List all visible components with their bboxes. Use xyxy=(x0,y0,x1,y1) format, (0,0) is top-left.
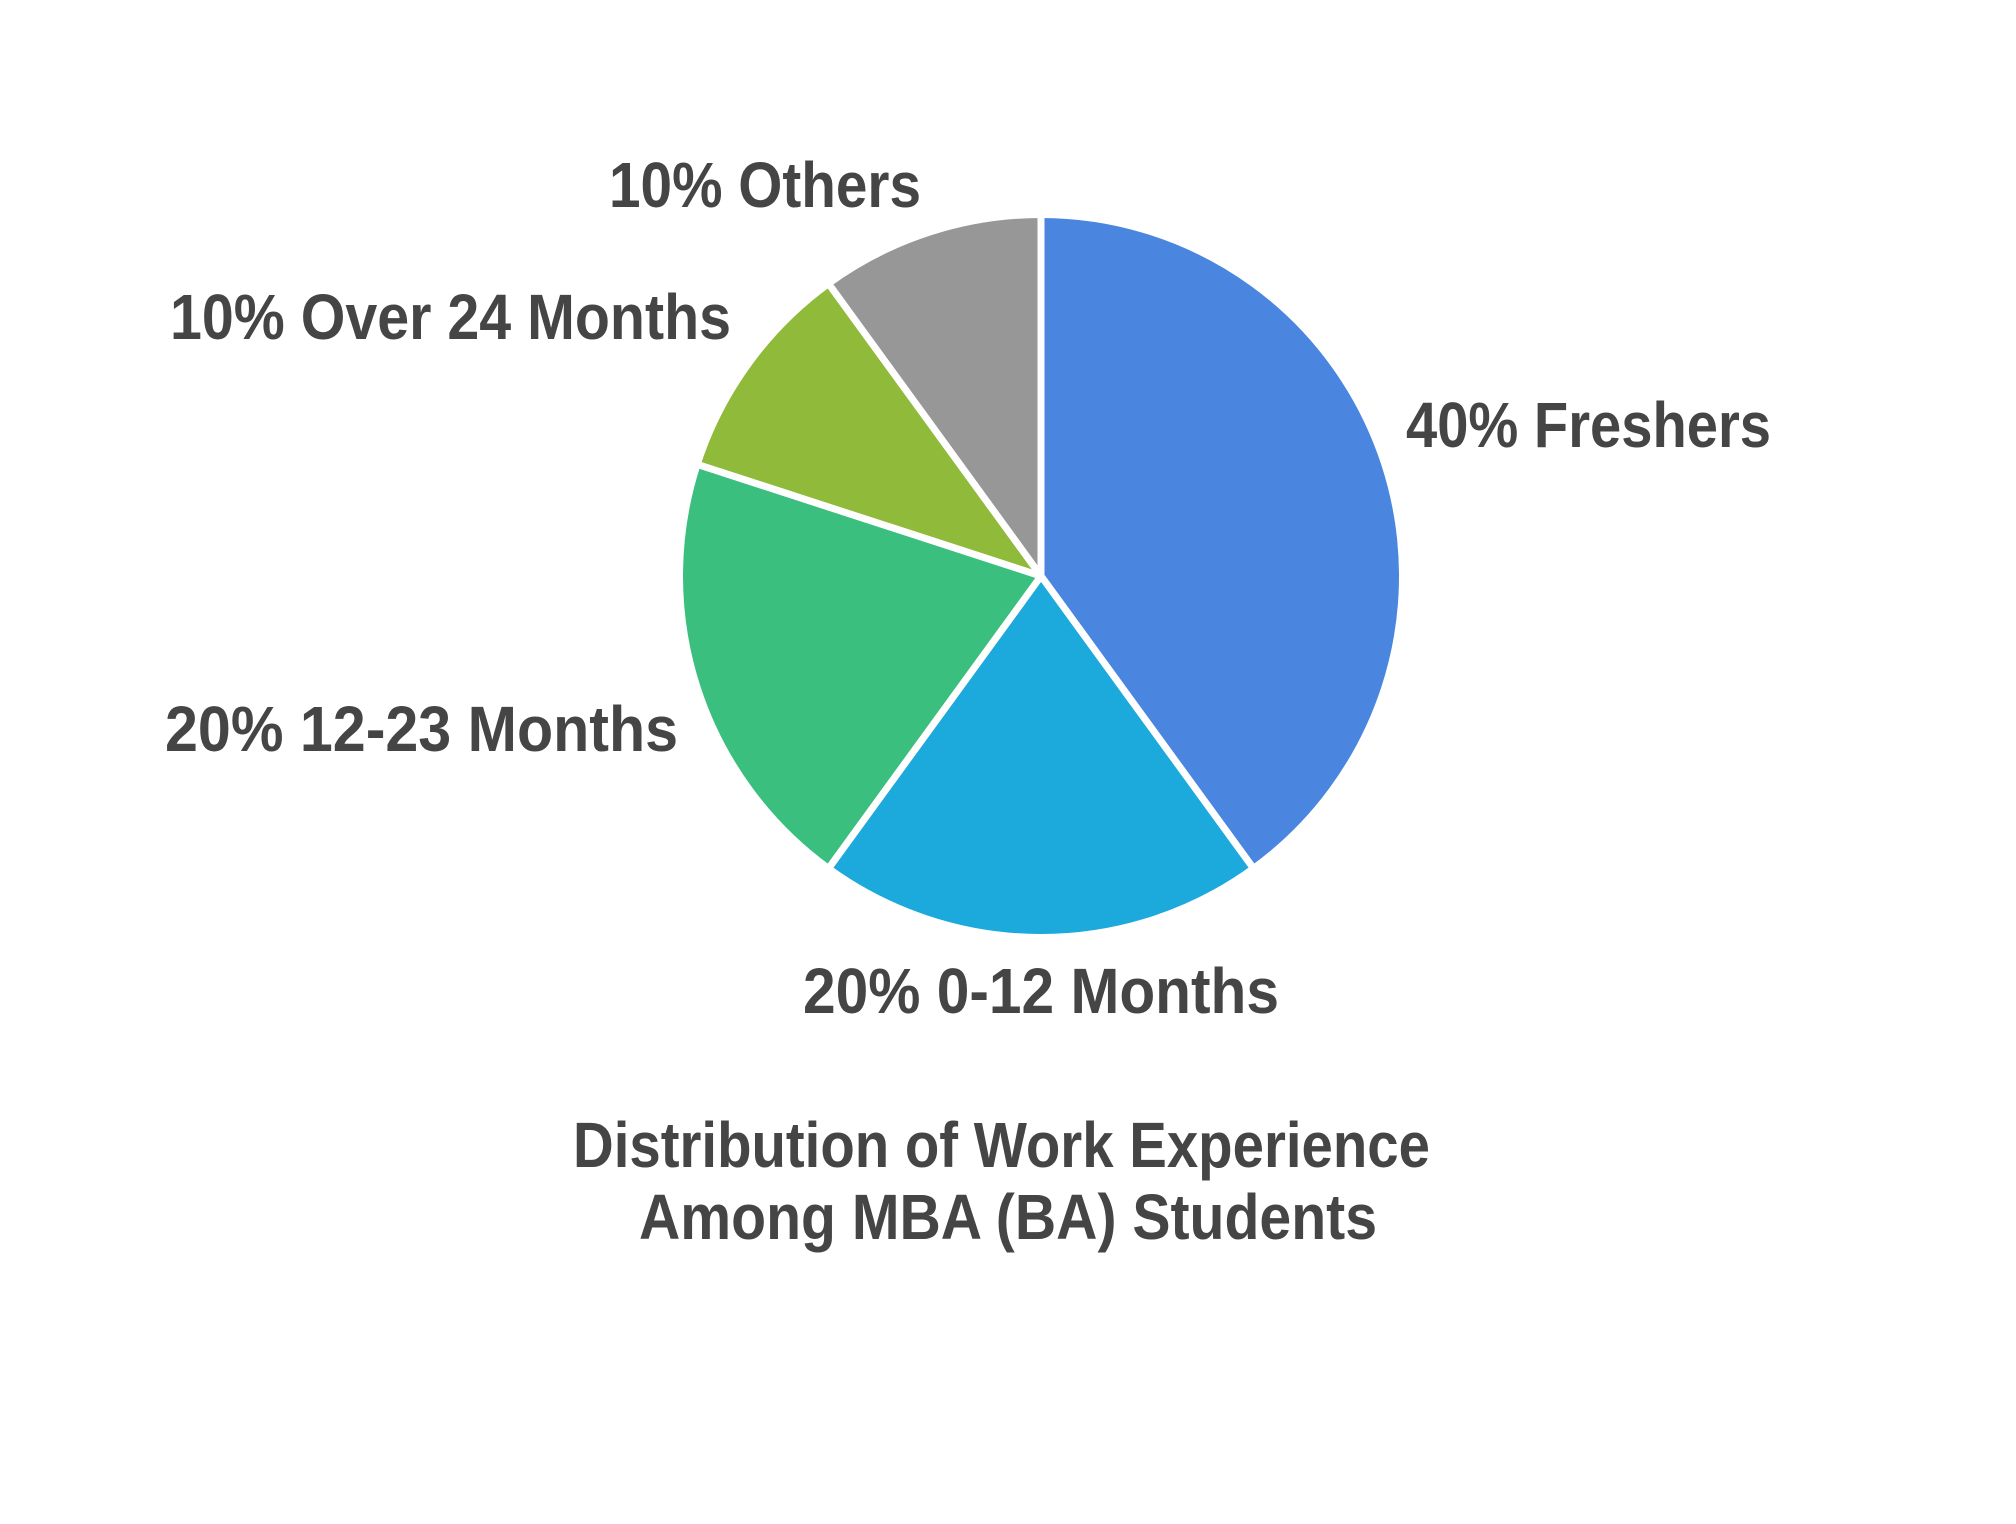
svg-text:10% Over 24 Months: 10% Over 24 Months xyxy=(170,281,731,353)
svg-text:20% 0-12 Months: 20% 0-12 Months xyxy=(803,955,1279,1027)
svg-text:Distribution of Work Experienc: Distribution of Work Experience xyxy=(573,1109,1430,1181)
svg-text:10% Others: 10% Others xyxy=(609,149,921,221)
svg-text:Among MBA (BA) Students: Among MBA (BA) Students xyxy=(639,1181,1377,1253)
svg-text:40% Freshers: 40% Freshers xyxy=(1406,389,1771,461)
svg-text:20% 12-23 Months: 20% 12-23 Months xyxy=(165,693,678,765)
